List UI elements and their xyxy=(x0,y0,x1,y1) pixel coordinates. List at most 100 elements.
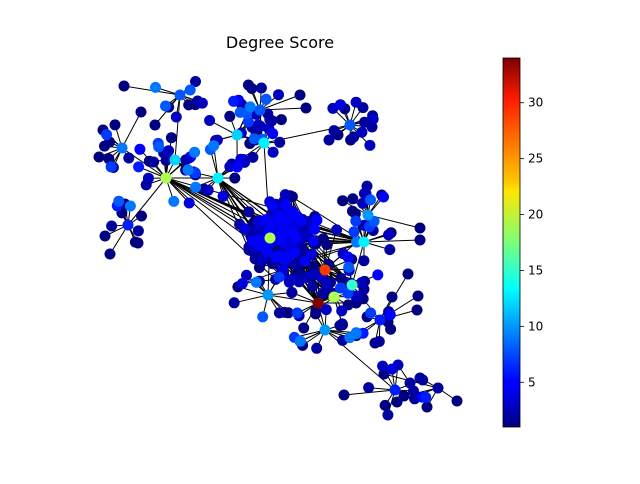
node xyxy=(308,236,319,247)
node xyxy=(123,153,134,164)
node xyxy=(358,255,369,266)
node xyxy=(385,309,396,320)
node xyxy=(153,141,164,152)
node xyxy=(276,114,287,125)
node xyxy=(347,193,358,204)
node xyxy=(364,140,375,151)
node xyxy=(243,206,254,217)
colorbar-tick-label: 20 xyxy=(528,208,543,222)
node xyxy=(184,198,195,209)
node xyxy=(106,161,117,172)
node xyxy=(310,308,321,319)
node xyxy=(133,161,144,172)
node xyxy=(255,105,266,116)
node xyxy=(94,152,105,163)
colorbar-tick-label: 15 xyxy=(528,263,543,277)
node xyxy=(296,216,307,227)
node xyxy=(383,229,394,240)
node xyxy=(363,210,374,221)
node xyxy=(261,214,272,225)
node xyxy=(134,144,145,155)
node xyxy=(168,196,179,207)
node xyxy=(342,252,353,263)
node xyxy=(329,125,340,136)
node xyxy=(337,318,348,329)
node xyxy=(161,173,172,184)
node xyxy=(345,120,356,131)
node xyxy=(263,290,274,301)
node xyxy=(175,90,186,101)
node xyxy=(229,297,240,308)
node xyxy=(422,402,433,413)
node xyxy=(349,226,360,237)
node xyxy=(265,233,276,244)
node xyxy=(150,82,161,93)
node xyxy=(289,247,300,258)
colorbar-tick-label: 25 xyxy=(528,152,543,166)
node xyxy=(275,235,286,246)
node xyxy=(256,83,267,94)
node xyxy=(286,287,297,298)
node xyxy=(363,382,374,393)
node xyxy=(377,361,388,372)
node xyxy=(365,194,376,205)
node xyxy=(356,277,367,288)
node xyxy=(259,138,270,149)
node xyxy=(280,189,291,200)
edge xyxy=(122,112,141,148)
node xyxy=(329,292,340,303)
node xyxy=(343,262,354,273)
node xyxy=(337,195,348,206)
node xyxy=(232,130,243,141)
node xyxy=(133,238,144,249)
node xyxy=(351,97,362,108)
node xyxy=(311,215,322,226)
node xyxy=(257,311,268,322)
node xyxy=(313,298,324,309)
node xyxy=(171,112,182,123)
node xyxy=(185,85,196,96)
node xyxy=(123,220,134,231)
node xyxy=(339,390,350,401)
node xyxy=(110,119,121,130)
node xyxy=(148,157,159,168)
node xyxy=(380,400,391,411)
node xyxy=(275,217,286,228)
node xyxy=(295,336,306,347)
colorbar-tick-label: 10 xyxy=(528,319,543,333)
node xyxy=(237,278,248,289)
node xyxy=(100,231,111,242)
node xyxy=(119,81,130,92)
node xyxy=(117,143,128,154)
node xyxy=(208,140,219,151)
node xyxy=(197,98,208,109)
node xyxy=(251,277,262,288)
node xyxy=(384,244,395,255)
node xyxy=(101,129,112,140)
node xyxy=(255,121,266,132)
node xyxy=(298,323,309,334)
node xyxy=(246,83,257,94)
node xyxy=(204,115,215,126)
node xyxy=(324,135,335,146)
node xyxy=(390,385,401,396)
edge xyxy=(364,240,420,242)
node xyxy=(125,201,136,212)
node xyxy=(365,308,376,319)
node xyxy=(356,127,367,138)
node xyxy=(163,145,174,156)
node xyxy=(320,325,331,336)
node xyxy=(136,107,147,118)
node xyxy=(273,89,284,100)
node xyxy=(247,236,258,247)
node xyxy=(399,391,410,402)
chart-title: Degree Score xyxy=(0,33,560,52)
node xyxy=(359,237,370,248)
node xyxy=(372,269,383,280)
node xyxy=(415,223,426,234)
node xyxy=(288,228,299,239)
node xyxy=(420,392,431,403)
node xyxy=(347,280,358,291)
